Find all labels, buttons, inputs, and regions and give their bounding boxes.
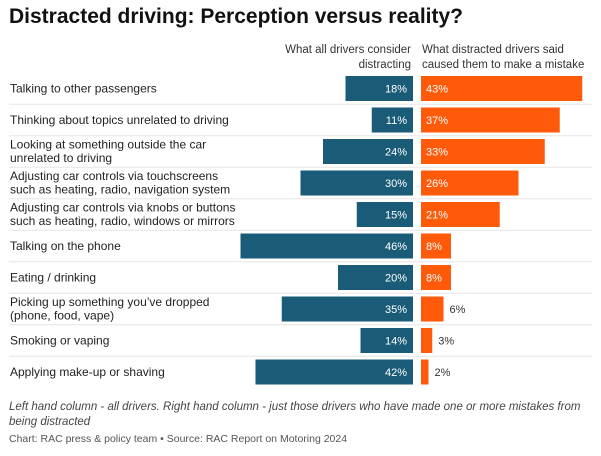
category-label: Applying make-up or shaving bbox=[10, 365, 165, 379]
category-label: Talking on the phone bbox=[10, 239, 121, 253]
right-bar bbox=[421, 359, 429, 385]
chart-source: Chart: RAC press & policy team • Source:… bbox=[9, 433, 348, 445]
left-bar bbox=[281, 296, 413, 322]
right-bar bbox=[421, 76, 583, 101]
left-bar bbox=[240, 233, 413, 259]
left-value-label: 20% bbox=[385, 273, 407, 285]
left-bar bbox=[345, 76, 413, 101]
category-label-line: Thinking about topics unrelated to drivi… bbox=[10, 113, 229, 127]
left-bar bbox=[255, 359, 413, 385]
right-bar bbox=[421, 328, 433, 353]
right-value-label: 26% bbox=[426, 178, 448, 190]
chart-note: Left hand column - all drivers. Right ha… bbox=[9, 401, 581, 428]
right-value-label: 37% bbox=[426, 115, 448, 127]
right-value-label: 21% bbox=[426, 210, 448, 222]
left-bar bbox=[371, 107, 413, 133]
right-value-label: 2% bbox=[435, 367, 451, 379]
left-bar bbox=[356, 202, 413, 227]
category-label: Thinking about topics unrelated to drivi… bbox=[10, 113, 229, 127]
left-value-label: 11% bbox=[386, 115, 407, 127]
left-bar bbox=[360, 328, 413, 353]
left-bar bbox=[338, 265, 413, 290]
left-value-label: 15% bbox=[385, 210, 407, 222]
left-bar bbox=[323, 139, 413, 164]
right-value-label: 8% bbox=[426, 273, 442, 285]
category-label-line: Picking up something you’ve dropped bbox=[10, 295, 209, 309]
category-label-line: unrelated to driving bbox=[10, 151, 112, 165]
left-value-label: 24% bbox=[385, 147, 407, 159]
right-bar bbox=[421, 170, 519, 196]
category-label-line: Eating / drinking bbox=[10, 271, 96, 285]
right-bar bbox=[421, 233, 451, 259]
left-bar bbox=[300, 170, 413, 196]
right-column-header-line1: What distracted drivers said bbox=[422, 44, 564, 56]
category-label-line: Adjusting car controls via knobs or butt… bbox=[10, 201, 235, 215]
category-label: Smoking or vaping bbox=[10, 334, 109, 348]
left-value-label: 35% bbox=[385, 304, 407, 316]
right-value-label: 8% bbox=[426, 241, 442, 253]
category-label: Picking up something you’ve dropped (phon… bbox=[10, 295, 209, 323]
left-column-header-line1: What all drivers consider bbox=[285, 44, 411, 56]
category-label-line: Talking on the phone bbox=[10, 239, 121, 253]
right-value-label: 6% bbox=[450, 304, 466, 316]
category-label: Eating / drinking bbox=[10, 271, 96, 285]
right-column-header-line2: caused them to make a mistake bbox=[422, 59, 585, 71]
left-value-label: 30% bbox=[385, 178, 407, 190]
category-label: Talking to other passengers bbox=[10, 82, 157, 96]
right-value-label: 33% bbox=[426, 147, 448, 159]
category-label-line: Talking to other passengers bbox=[10, 82, 157, 96]
left-value-label: 42% bbox=[385, 367, 407, 379]
category-label-line: Adjusting car controls via touchscreens bbox=[10, 169, 218, 183]
right-bar bbox=[421, 202, 500, 227]
category-label: Adjusting car controls via knobs or butt… bbox=[10, 201, 235, 229]
category-label-line: Smoking or vaping bbox=[10, 334, 109, 348]
right-bar bbox=[421, 107, 560, 133]
category-label-line: such as heating, radio, navigation syste… bbox=[10, 183, 230, 197]
left-column-header-line2: distracting bbox=[358, 59, 411, 71]
category-label-line: such as heating, radio, windows or mirro… bbox=[10, 214, 235, 228]
left-value-label: 46% bbox=[385, 241, 407, 253]
category-label-line: Looking at something outside the car bbox=[10, 138, 206, 152]
diverging-bar-chart: Talking to other passengers 18% 43% Thinkin… bbox=[9, 76, 592, 385]
right-bar bbox=[421, 265, 451, 290]
chart-title: Distracted driving: Perception versus re… bbox=[9, 5, 463, 28]
right-bar bbox=[421, 296, 444, 322]
left-column-header: What all drivers consider distracting bbox=[285, 43, 411, 73]
category-label: Looking at something outside the car unre… bbox=[10, 138, 206, 166]
left-value-label: 14% bbox=[385, 336, 407, 348]
category-label: Adjusting car controls via touchscreens s… bbox=[10, 169, 230, 197]
right-column-header: What distracted drivers said caused them… bbox=[422, 43, 584, 73]
left-value-label: 18% bbox=[385, 84, 407, 96]
category-label-line: (phone, food, vape) bbox=[10, 309, 114, 323]
right-bar bbox=[421, 139, 545, 164]
category-label-line: Applying make-up or shaving bbox=[10, 365, 165, 379]
right-value-label: 43% bbox=[426, 84, 448, 96]
right-value-label: 3% bbox=[438, 336, 454, 348]
